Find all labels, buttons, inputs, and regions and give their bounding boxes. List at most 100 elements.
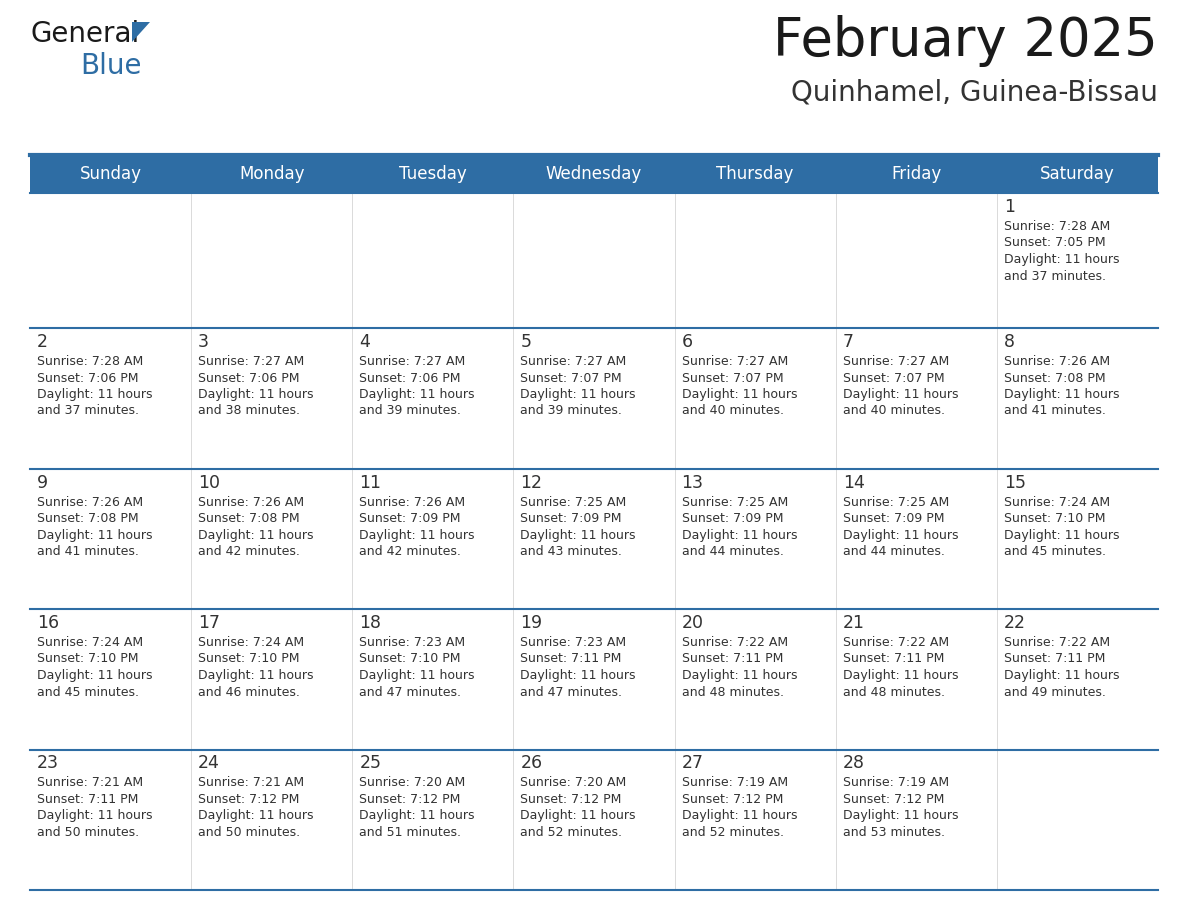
Bar [513, 749, 675, 890]
Text: Daylight: 11 hours: Daylight: 11 hours [682, 388, 797, 401]
Bar [835, 468, 997, 609]
Text: Daylight: 11 hours: Daylight: 11 hours [37, 529, 152, 542]
Text: and 44 minutes.: and 44 minutes. [842, 545, 944, 558]
Text: Sunrise: 7:23 AM: Sunrise: 7:23 AM [520, 636, 626, 649]
Text: Sunrise: 7:26 AM: Sunrise: 7:26 AM [1004, 355, 1110, 368]
Bar [30, 749, 191, 890]
Text: Sunrise: 7:27 AM: Sunrise: 7:27 AM [520, 355, 627, 368]
Text: and 40 minutes.: and 40 minutes. [842, 405, 944, 418]
Text: 16: 16 [37, 614, 59, 632]
Text: Daylight: 11 hours: Daylight: 11 hours [198, 388, 314, 401]
Text: Monday: Monday [239, 165, 304, 183]
Text: 26: 26 [520, 755, 543, 773]
Text: Daylight: 11 hours: Daylight: 11 hours [1004, 529, 1119, 542]
Bar [191, 609, 353, 749]
Text: Daylight: 11 hours: Daylight: 11 hours [359, 669, 475, 682]
Text: Sunrise: 7:22 AM: Sunrise: 7:22 AM [1004, 636, 1110, 649]
Text: Sunset: 7:10 PM: Sunset: 7:10 PM [359, 653, 461, 666]
Text: and 45 minutes.: and 45 minutes. [1004, 545, 1106, 558]
Text: and 46 minutes.: and 46 minutes. [198, 686, 301, 699]
Text: Friday: Friday [891, 165, 941, 183]
Text: Sunset: 7:12 PM: Sunset: 7:12 PM [198, 793, 299, 806]
Text: Daylight: 11 hours: Daylight: 11 hours [1004, 669, 1119, 682]
Bar [353, 328, 513, 468]
Text: Sunset: 7:11 PM: Sunset: 7:11 PM [682, 653, 783, 666]
Text: Sunset: 7:11 PM: Sunset: 7:11 PM [842, 653, 944, 666]
Text: and 39 minutes.: and 39 minutes. [520, 405, 623, 418]
Text: Sunset: 7:12 PM: Sunset: 7:12 PM [520, 793, 621, 806]
Text: Sunset: 7:07 PM: Sunset: 7:07 PM [842, 372, 944, 385]
Text: and 37 minutes.: and 37 minutes. [1004, 270, 1106, 283]
Text: Daylight: 11 hours: Daylight: 11 hours [1004, 388, 1119, 401]
Bar [835, 749, 997, 890]
Text: and 52 minutes.: and 52 minutes. [520, 826, 623, 839]
Text: Sunset: 7:07 PM: Sunset: 7:07 PM [682, 372, 783, 385]
Text: Sunset: 7:10 PM: Sunset: 7:10 PM [1004, 512, 1105, 525]
Bar [997, 328, 1158, 468]
Text: and 53 minutes.: and 53 minutes. [842, 826, 944, 839]
Text: Sunrise: 7:24 AM: Sunrise: 7:24 AM [1004, 496, 1110, 509]
Text: Sunset: 7:10 PM: Sunset: 7:10 PM [37, 653, 139, 666]
Text: 20: 20 [682, 614, 703, 632]
Bar [191, 328, 353, 468]
Text: 6: 6 [682, 333, 693, 351]
Text: Wednesday: Wednesday [545, 165, 643, 183]
Text: 24: 24 [198, 755, 220, 773]
Text: Sunrise: 7:22 AM: Sunrise: 7:22 AM [682, 636, 788, 649]
Text: Daylight: 11 hours: Daylight: 11 hours [198, 810, 314, 823]
Text: Daylight: 11 hours: Daylight: 11 hours [520, 669, 636, 682]
Bar [675, 193, 835, 328]
Text: and 44 minutes.: and 44 minutes. [682, 545, 783, 558]
Bar [997, 468, 1158, 609]
Text: Daylight: 11 hours: Daylight: 11 hours [198, 529, 314, 542]
Text: Sunset: 7:09 PM: Sunset: 7:09 PM [842, 512, 944, 525]
Text: Sunrise: 7:25 AM: Sunrise: 7:25 AM [520, 496, 627, 509]
Text: 17: 17 [198, 614, 220, 632]
Text: and 42 minutes.: and 42 minutes. [198, 545, 301, 558]
Text: Sunset: 7:08 PM: Sunset: 7:08 PM [198, 512, 299, 525]
Bar [835, 193, 997, 328]
Text: Daylight: 11 hours: Daylight: 11 hours [682, 669, 797, 682]
Bar [353, 609, 513, 749]
Bar [353, 193, 513, 328]
Text: Sunset: 7:05 PM: Sunset: 7:05 PM [1004, 237, 1106, 250]
Text: Sunset: 7:11 PM: Sunset: 7:11 PM [520, 653, 621, 666]
Bar [675, 468, 835, 609]
Text: Sunset: 7:07 PM: Sunset: 7:07 PM [520, 372, 623, 385]
Bar [191, 193, 353, 328]
Text: 8: 8 [1004, 333, 1015, 351]
Text: Daylight: 11 hours: Daylight: 11 hours [842, 669, 959, 682]
Text: Sunset: 7:06 PM: Sunset: 7:06 PM [359, 372, 461, 385]
Text: Sunrise: 7:20 AM: Sunrise: 7:20 AM [359, 777, 466, 789]
Text: Sunrise: 7:19 AM: Sunrise: 7:19 AM [842, 777, 949, 789]
Bar [30, 193, 191, 328]
Text: Sunrise: 7:25 AM: Sunrise: 7:25 AM [842, 496, 949, 509]
Text: 3: 3 [198, 333, 209, 351]
Text: 12: 12 [520, 474, 543, 491]
Text: Sunset: 7:09 PM: Sunset: 7:09 PM [359, 512, 461, 525]
Text: 19: 19 [520, 614, 543, 632]
Text: Sunrise: 7:21 AM: Sunrise: 7:21 AM [37, 777, 143, 789]
Text: 5: 5 [520, 333, 531, 351]
Bar [30, 609, 191, 749]
Text: and 48 minutes.: and 48 minutes. [842, 686, 944, 699]
Bar [675, 749, 835, 890]
Text: 27: 27 [682, 755, 703, 773]
Text: Sunset: 7:09 PM: Sunset: 7:09 PM [682, 512, 783, 525]
Text: 23: 23 [37, 755, 59, 773]
Text: and 50 minutes.: and 50 minutes. [198, 826, 301, 839]
Text: Sunset: 7:12 PM: Sunset: 7:12 PM [682, 793, 783, 806]
Bar [513, 609, 675, 749]
Text: Sunrise: 7:27 AM: Sunrise: 7:27 AM [359, 355, 466, 368]
Text: and 39 minutes.: and 39 minutes. [359, 405, 461, 418]
Bar [997, 609, 1158, 749]
Text: Saturday: Saturday [1040, 165, 1114, 183]
Bar [191, 749, 353, 890]
Text: 1: 1 [1004, 198, 1015, 216]
Bar [353, 749, 513, 890]
Text: Daylight: 11 hours: Daylight: 11 hours [520, 810, 636, 823]
Text: Daylight: 11 hours: Daylight: 11 hours [682, 529, 797, 542]
Text: and 48 minutes.: and 48 minutes. [682, 686, 784, 699]
Text: Daylight: 11 hours: Daylight: 11 hours [842, 388, 959, 401]
Text: Daylight: 11 hours: Daylight: 11 hours [37, 388, 152, 401]
